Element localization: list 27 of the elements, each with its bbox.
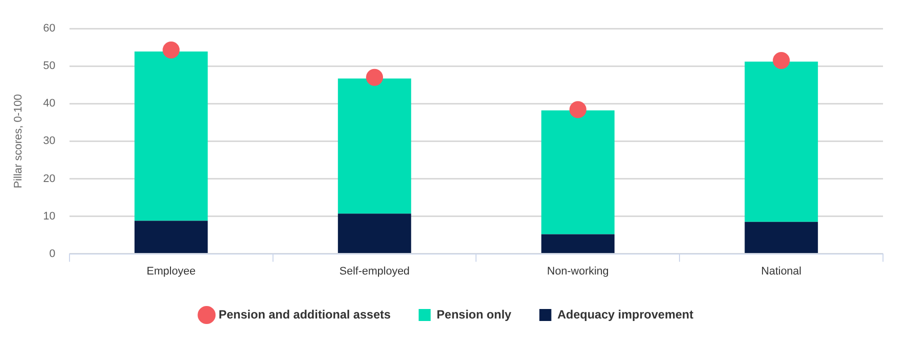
y-tick-label: 60	[43, 22, 56, 35]
y-axis-title: Pillar scores, 0-100	[12, 94, 25, 188]
legend-label: Pension and additional assets	[218, 307, 391, 322]
point	[772, 52, 790, 70]
y-tick-label: 50	[43, 60, 56, 72]
x-tick-label: National	[761, 265, 802, 278]
bar	[744, 62, 818, 222]
point	[366, 68, 384, 86]
legend-label: Adequacy improvement	[557, 307, 694, 322]
y-tick-label: 20	[43, 172, 56, 185]
x-tick-label: Self-employed	[339, 265, 410, 278]
point	[162, 41, 180, 58]
x-tick-label: Non-working	[547, 265, 609, 278]
legend-label: Pension only	[436, 307, 512, 322]
y-tick-label: 40	[43, 98, 56, 110]
y-tick-label: 0	[49, 248, 56, 260]
bar	[134, 220, 208, 254]
bar	[541, 110, 615, 234]
y-tick-label: 30	[43, 135, 56, 148]
point	[569, 101, 586, 118]
y-tick-label: 10	[43, 210, 56, 222]
bar	[541, 234, 615, 254]
bar	[134, 51, 208, 221]
x-tick-label: Employee	[146, 265, 196, 278]
bar	[338, 78, 412, 214]
bar	[744, 222, 818, 254]
bar	[338, 214, 412, 254]
